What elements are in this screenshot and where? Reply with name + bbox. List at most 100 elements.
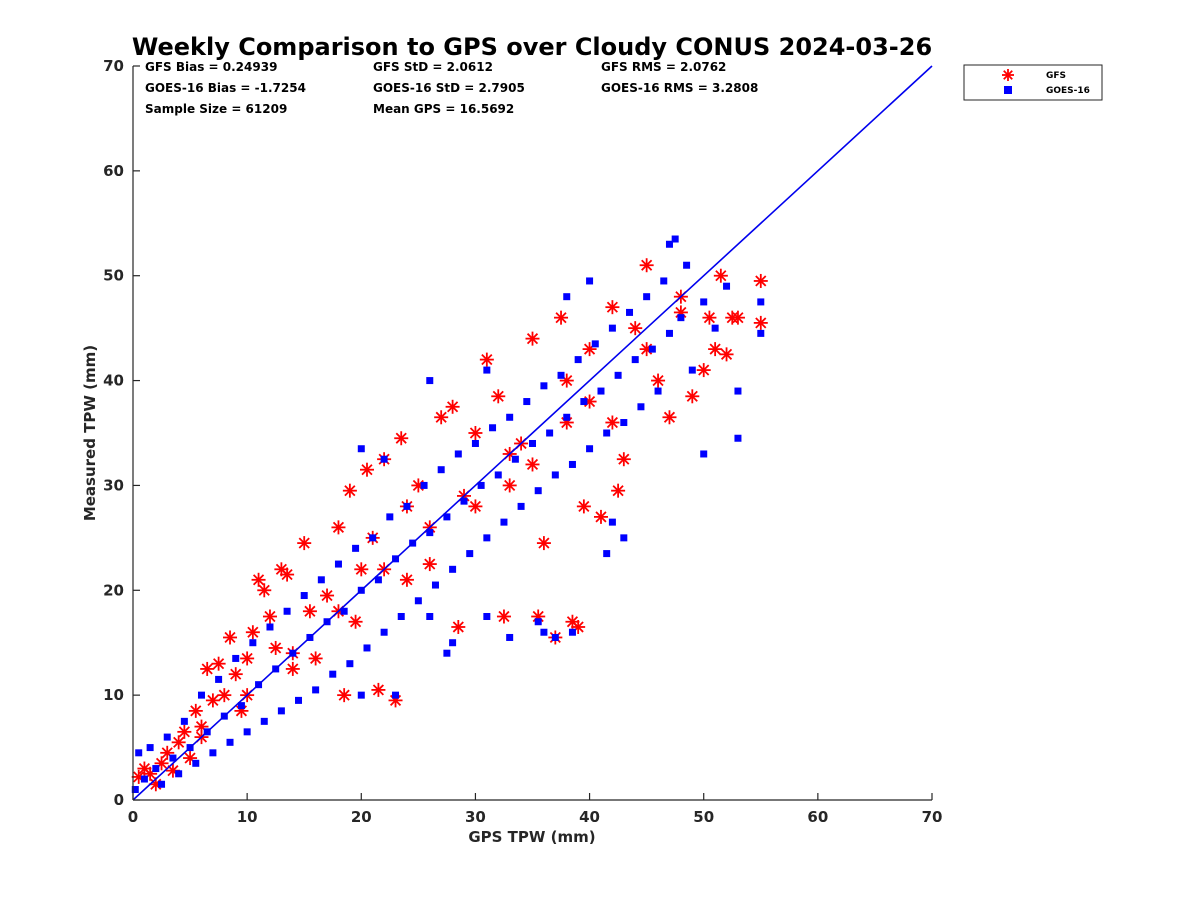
y-tick-label: 70 — [103, 57, 124, 75]
goes16-point — [643, 293, 651, 301]
gfs-point — [251, 572, 266, 587]
goes16-point — [546, 429, 554, 437]
goes16-point — [580, 398, 588, 406]
gfs-point — [605, 415, 620, 430]
goes16-point — [734, 434, 742, 442]
goes16-point — [443, 649, 451, 657]
goes16-point — [603, 550, 611, 558]
goes16-point — [534, 487, 542, 495]
gfs-point — [342, 483, 357, 498]
stat-gfs-std: GFS StD = 2.0612 — [373, 60, 493, 74]
gfs-point — [753, 273, 768, 288]
gfs-point — [320, 588, 335, 603]
goes16-point — [757, 329, 765, 337]
x-tick-label: 40 — [579, 808, 600, 826]
gfs-point — [559, 373, 574, 388]
gfs-point — [468, 426, 483, 440]
gfs-point — [708, 342, 723, 357]
gfs-point — [639, 258, 654, 273]
y-tick-label: 10 — [103, 686, 124, 704]
goes16-point — [158, 780, 166, 788]
goes16-point — [734, 387, 742, 395]
goes16-point — [688, 366, 696, 374]
goes16-point — [226, 738, 234, 746]
legend-label-gfs: GFS — [1046, 71, 1066, 81]
y-tick-label: 60 — [103, 162, 124, 180]
goes16-point — [135, 749, 143, 757]
goes16-point — [340, 607, 348, 615]
goes16-point — [237, 702, 245, 710]
goes16-point — [146, 744, 154, 752]
stat-goes16-std: GOES-16 StD = 2.7905 — [373, 81, 525, 95]
gfs-point — [702, 310, 717, 325]
gfs-point — [160, 745, 175, 760]
goes16-point — [483, 534, 491, 542]
goes16-point — [489, 424, 497, 432]
goes16-point — [449, 639, 457, 647]
gfs-point — [719, 347, 734, 362]
plot-area — [131, 65, 933, 801]
gfs-point — [554, 310, 569, 325]
goes16-point — [568, 460, 576, 468]
goes16-point — [300, 592, 308, 600]
goes16-point — [386, 513, 394, 521]
goes16-point — [363, 644, 371, 652]
stat-gfs-rms: GFS RMS = 2.0762 — [601, 60, 726, 74]
goes16-point — [426, 377, 434, 385]
goes16-point — [654, 387, 662, 395]
x-tick-label: 50 — [693, 808, 714, 826]
gfs-point — [628, 321, 643, 336]
goes16-point — [466, 550, 474, 558]
x-tick-label: 60 — [807, 808, 828, 826]
one-to-one-reference-line — [132, 65, 933, 801]
goes16-point — [591, 340, 599, 348]
goes16-point — [506, 633, 514, 641]
x-tick-label: 30 — [465, 808, 486, 826]
goes16-point — [431, 581, 439, 589]
gfs-point — [308, 651, 323, 666]
goes16-point — [677, 314, 685, 322]
gfs-point — [576, 499, 591, 514]
goes16-point — [295, 696, 303, 704]
goes16-point — [557, 371, 565, 379]
stat-mean-gps: Mean GPS = 16.5692 — [373, 102, 514, 116]
x-ticks: 0 10 20 30 40 50 60 70 — [128, 793, 942, 826]
gfs-point — [171, 735, 186, 750]
gfs-point — [297, 536, 312, 551]
goes16-point — [506, 413, 514, 421]
goes16-point — [420, 481, 428, 489]
gfs-point — [496, 609, 511, 624]
gfs-point — [525, 457, 540, 472]
goes16-point — [346, 660, 354, 668]
goes16-point — [563, 413, 571, 421]
legend: GFS GOES-16 — [963, 64, 1103, 101]
goes16-point — [568, 628, 576, 636]
goes16-point — [660, 277, 668, 285]
goes16-point — [403, 502, 411, 510]
goes16-point — [283, 607, 291, 615]
goes16-point — [586, 277, 594, 285]
legend-marker-gfs — [1002, 69, 1014, 81]
goes16-point — [260, 717, 268, 725]
goes16-point — [477, 481, 485, 489]
gfs-point — [422, 557, 437, 572]
goes16-point — [437, 466, 445, 474]
goes16-point — [397, 613, 405, 620]
goes16-point — [574, 356, 582, 364]
goes16-point — [266, 623, 274, 631]
goes16-point — [180, 717, 188, 725]
goes16-point — [312, 686, 320, 694]
x-tick-label: 20 — [351, 808, 372, 826]
goes16-point — [665, 240, 673, 248]
goes16-point — [620, 419, 628, 427]
gfs-point — [359, 462, 374, 477]
chart-title: Weekly Comparison to GPS over Cloudy CON… — [132, 33, 932, 61]
goes16-point — [131, 786, 139, 794]
goes16-point — [534, 618, 542, 626]
goes16-point — [483, 366, 491, 374]
goes16-point — [380, 628, 388, 636]
gfs-point — [753, 315, 768, 330]
goes16-point — [277, 707, 285, 715]
goes16-point — [426, 529, 434, 537]
